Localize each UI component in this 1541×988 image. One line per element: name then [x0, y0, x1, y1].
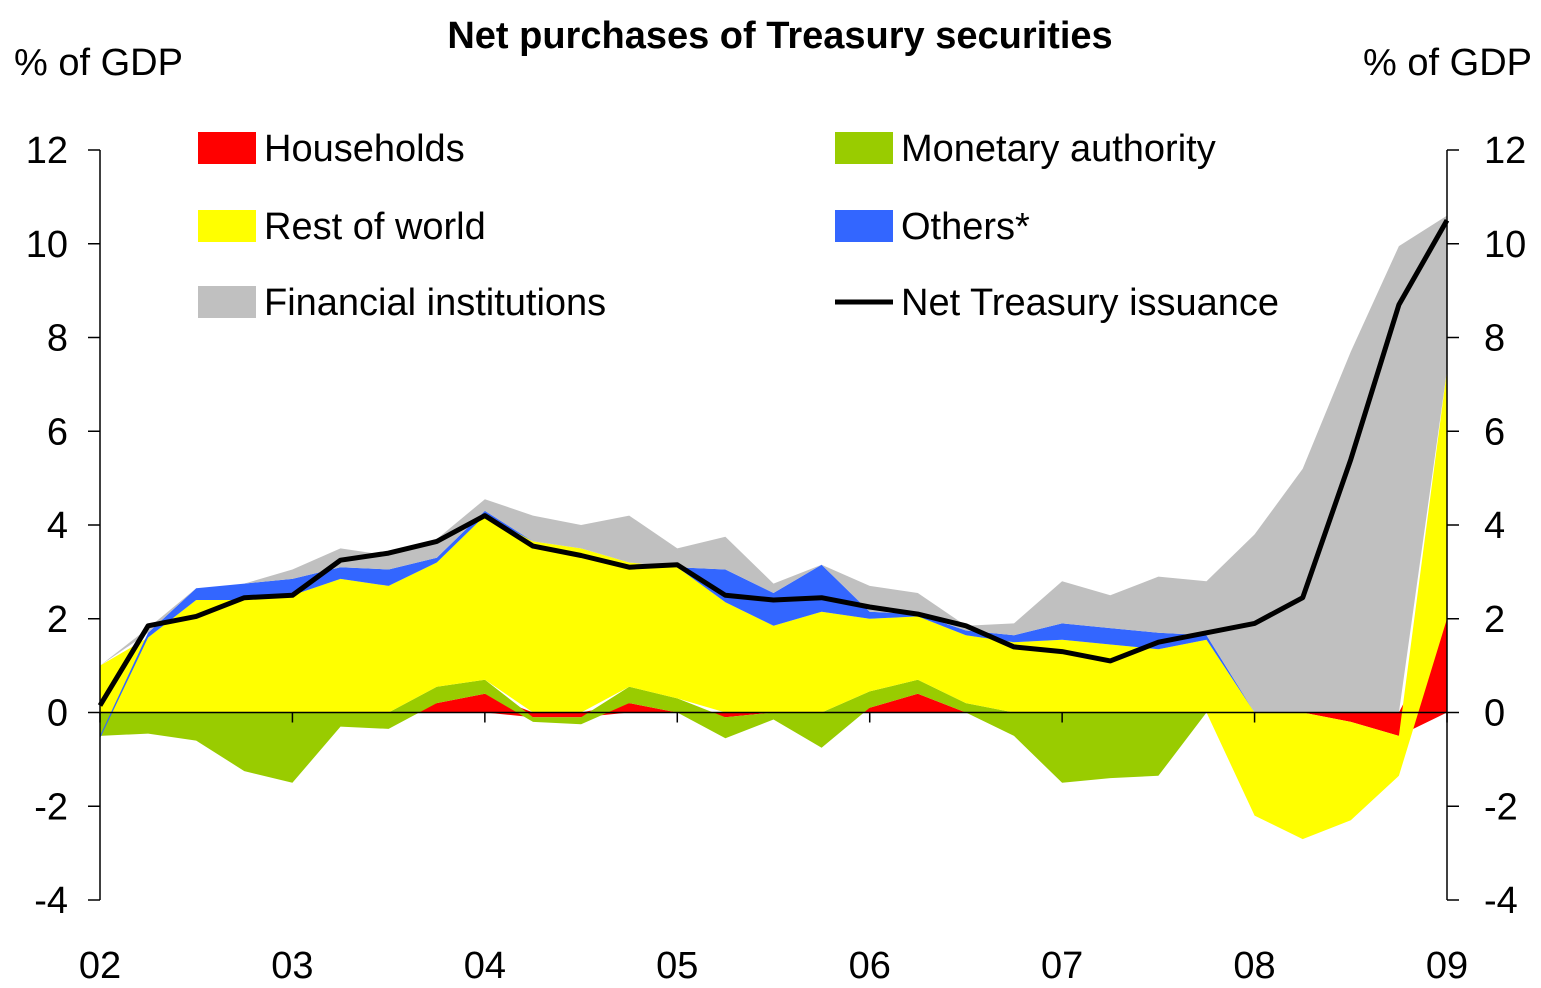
x-tick-label: 05 [656, 945, 698, 987]
legend-label: Rest of world [264, 206, 486, 248]
area-financial-institutions [100, 215, 1447, 713]
left-y-tick-label: 8 [47, 318, 68, 360]
right-y-tick-label: -2 [1484, 786, 1518, 828]
x-tick-label: 03 [271, 945, 313, 987]
chart-title: Net purchases of Treasury securities [447, 15, 1112, 57]
legend-swatch [198, 286, 256, 318]
x-tick-label: 04 [464, 945, 506, 987]
right-y-tick-label: -4 [1484, 880, 1518, 922]
legend-item-monetary-authority: Monetary authority [835, 128, 1216, 170]
x-tick-label: 07 [1041, 945, 1083, 987]
x-tick-label: 09 [1426, 945, 1468, 987]
legend-item-net-treasury-issuance: Net Treasury issuance [835, 282, 1279, 324]
left-y-tick-label: 12 [26, 130, 68, 172]
legend-swatch [835, 132, 893, 164]
left-y-tick-label: 2 [47, 599, 68, 641]
line-layer [97, 219, 1450, 707]
legend: Households Monetary authority Rest of worl… [198, 128, 1279, 324]
legend-item-rest-of-world: Rest of world [198, 206, 486, 248]
legend-swatch [835, 210, 893, 242]
right-y-tick-label: 12 [1484, 130, 1526, 172]
right-axis-unit: % of GDP [1363, 42, 1532, 84]
area-layer [100, 215, 1447, 840]
right-y-tick-label: 0 [1484, 693, 1505, 735]
legend-swatch [198, 210, 256, 242]
area-rest-of-world [100, 370, 1447, 840]
area-monetary-authority [100, 618, 1447, 783]
x-tick-label: 08 [1233, 945, 1275, 987]
line-net-treasury-issuance [97, 219, 1450, 707]
right-y-tick-label: 2 [1484, 599, 1505, 641]
left-y-tick-label: -2 [34, 786, 68, 828]
x-tick-label: 06 [849, 945, 891, 987]
left-y-tick-label: 10 [26, 224, 68, 266]
right-y-tick-label: 10 [1484, 224, 1526, 266]
left-y-tick-label: 0 [47, 693, 68, 735]
right-y-tick-label: 6 [1484, 411, 1505, 453]
legend-label: Financial institutions [264, 282, 606, 324]
legend-label: Households [264, 128, 465, 170]
left-y-tick-label: 6 [47, 411, 68, 453]
legend-swatch [198, 132, 256, 164]
legend-label: Net Treasury issuance [901, 282, 1279, 324]
right-y-tick-label: 8 [1484, 318, 1505, 360]
right-y-tick-label: 4 [1484, 505, 1505, 547]
left-axis-unit: % of GDP [14, 42, 183, 84]
left-y-tick-label: -4 [34, 880, 68, 922]
legend-label: Monetary authority [901, 128, 1216, 170]
legend-label: Others* [901, 206, 1030, 248]
x-tick-label: 02 [79, 945, 121, 987]
legend-item-financial-institutions: Financial institutions [198, 282, 606, 324]
legend-item-others: Others* [835, 206, 1030, 248]
area-households [100, 618, 1447, 736]
left-y-tick-label: 4 [47, 505, 68, 547]
legend-item-households: Households [198, 128, 465, 170]
